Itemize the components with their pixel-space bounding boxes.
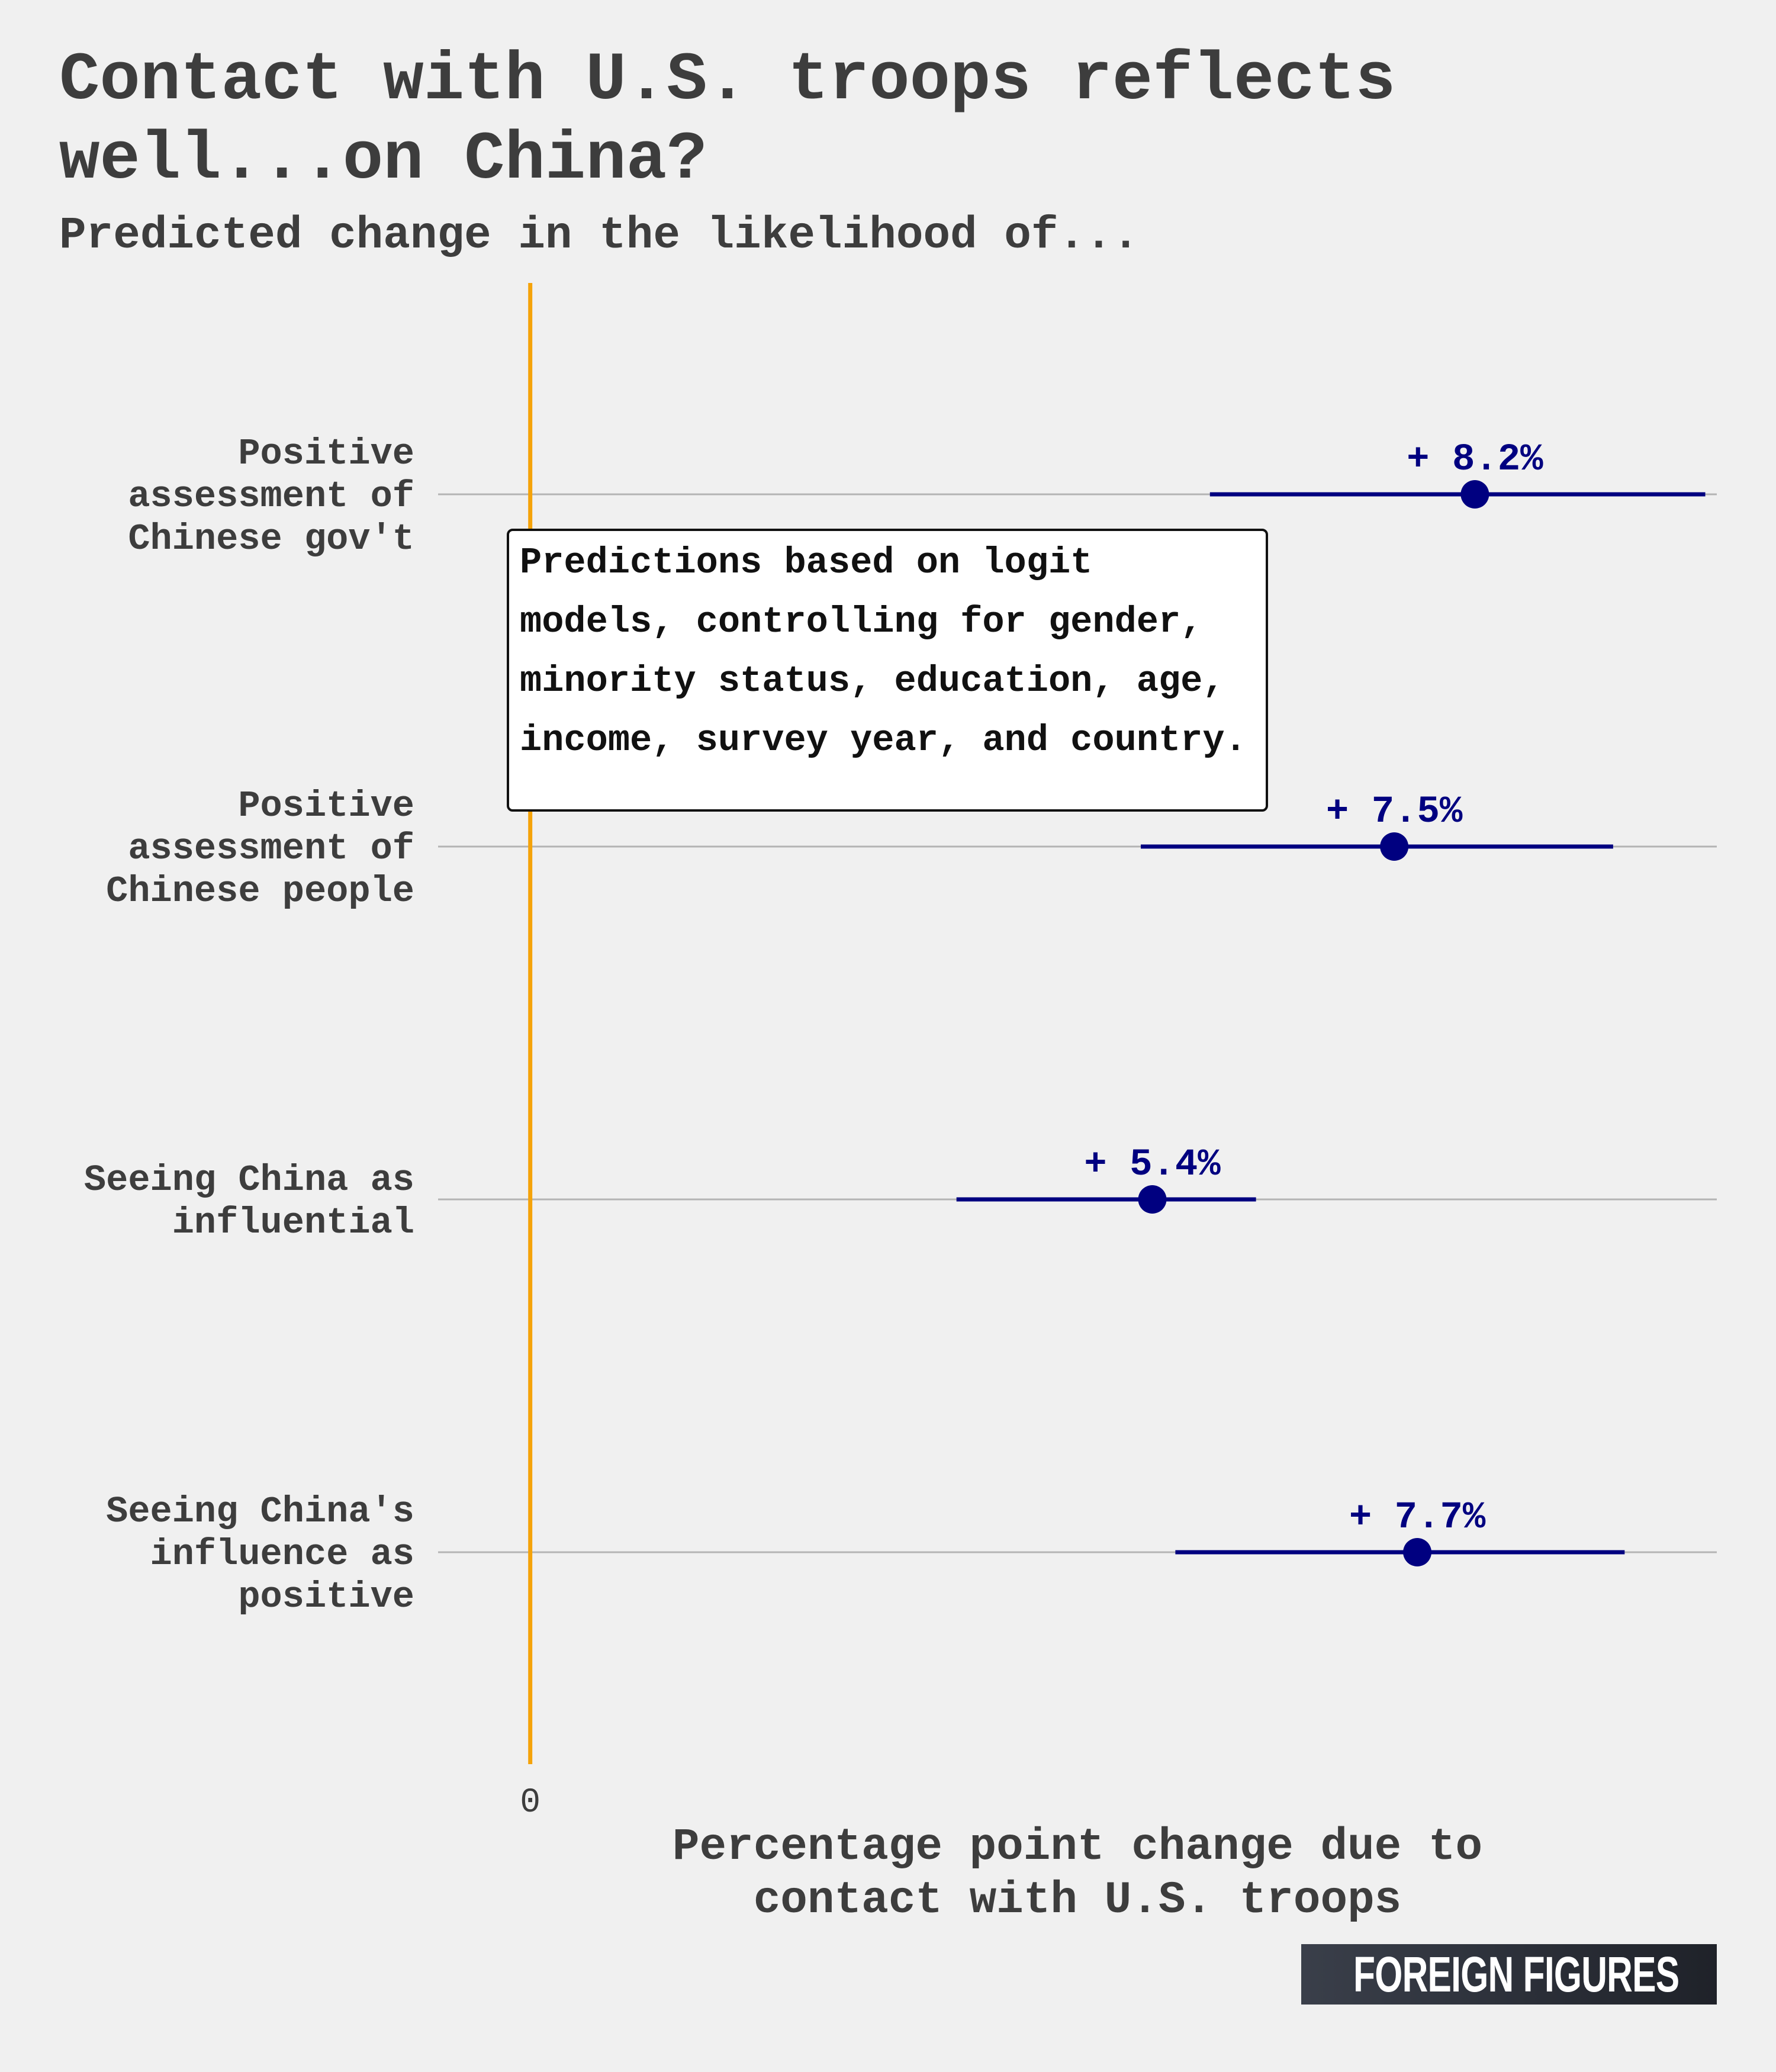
category-label-line: Positive: [238, 785, 414, 827]
category-label-line: assessment of: [128, 475, 414, 517]
category-label-line: Chinese gov't: [128, 518, 414, 560]
category-label-line: Positive: [238, 433, 414, 475]
chart-subtitle: Predicted change in the likelihood of...: [59, 210, 1140, 261]
brand-logo-text: FOREIGN FIGURES: [1353, 1946, 1680, 2002]
category-label-line: influential: [172, 1202, 414, 1244]
category-label-line: Chinese people: [106, 870, 414, 912]
category-label: Seeing China's influence as positive: [106, 1491, 414, 1618]
category-label-line: assessment of: [128, 828, 414, 870]
estimate-point: [1460, 480, 1489, 509]
chart-title: Contact with U.S. troops reflects well..…: [59, 43, 1396, 198]
category-label-line: Seeing China's: [106, 1491, 414, 1533]
value-label: + 8.2%: [1407, 439, 1543, 481]
value-label: + 7.5%: [1326, 791, 1463, 834]
x-axis-title-line: contact with U.S. troops: [754, 1875, 1402, 1926]
value-label: + 5.4%: [1084, 1144, 1221, 1186]
x-axis-title-line: Percentage point change due to: [673, 1822, 1482, 1872]
brand-logo: FOREIGN FIGURES: [1301, 1944, 1717, 2005]
category-label-line: influence as: [150, 1533, 414, 1575]
methodology-note: Predictions based on logit models, contr…: [507, 529, 1268, 812]
x-axis-title: Percentage point change due to contact wi…: [673, 1822, 1482, 1926]
category-label-line: Seeing China as: [84, 1159, 414, 1201]
category-label-line: positive: [238, 1576, 414, 1618]
estimate-point: [1138, 1185, 1167, 1214]
category-label: Seeing China as influential: [84, 1159, 414, 1244]
x-tick-label: 0: [520, 1784, 540, 1822]
estimate-point: [1380, 832, 1409, 861]
value-label: + 7.7%: [1349, 1497, 1486, 1539]
category-label: Positive assessment of Chinese people: [106, 785, 414, 912]
estimate-point: [1403, 1538, 1432, 1566]
category-label: Positive assessment of Chinese gov't: [128, 433, 414, 560]
